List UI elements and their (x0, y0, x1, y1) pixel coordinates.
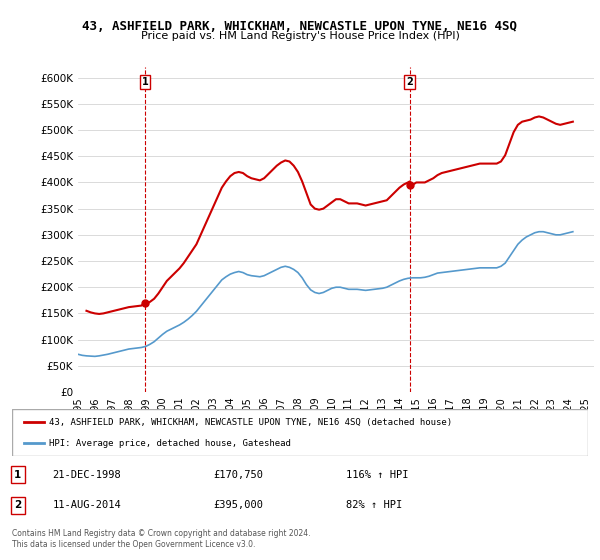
Text: 21-DEC-1998: 21-DEC-1998 (52, 470, 121, 479)
Text: 43, ASHFIELD PARK, WHICKHAM, NEWCASTLE UPON TYNE, NE16 4SQ: 43, ASHFIELD PARK, WHICKHAM, NEWCASTLE U… (83, 20, 517, 32)
Text: 82% ↑ HPI: 82% ↑ HPI (346, 501, 403, 510)
Text: 1: 1 (142, 77, 149, 87)
Text: 1: 1 (14, 470, 22, 479)
Text: Price paid vs. HM Land Registry's House Price Index (HPI): Price paid vs. HM Land Registry's House … (140, 31, 460, 41)
Text: Contains HM Land Registry data © Crown copyright and database right 2024.
This d: Contains HM Land Registry data © Crown c… (12, 529, 311, 549)
Text: 11-AUG-2014: 11-AUG-2014 (52, 501, 121, 510)
Text: £395,000: £395,000 (214, 501, 263, 510)
Text: 43, ASHFIELD PARK, WHICKHAM, NEWCASTLE UPON TYNE, NE16 4SQ (detached house): 43, ASHFIELD PARK, WHICKHAM, NEWCASTLE U… (49, 418, 452, 427)
FancyBboxPatch shape (12, 409, 588, 456)
Text: 116% ↑ HPI: 116% ↑ HPI (346, 470, 409, 479)
Text: £170,750: £170,750 (214, 470, 263, 479)
Text: 2: 2 (406, 77, 413, 87)
Text: 2: 2 (14, 501, 22, 510)
Text: HPI: Average price, detached house, Gateshead: HPI: Average price, detached house, Gate… (49, 438, 292, 447)
